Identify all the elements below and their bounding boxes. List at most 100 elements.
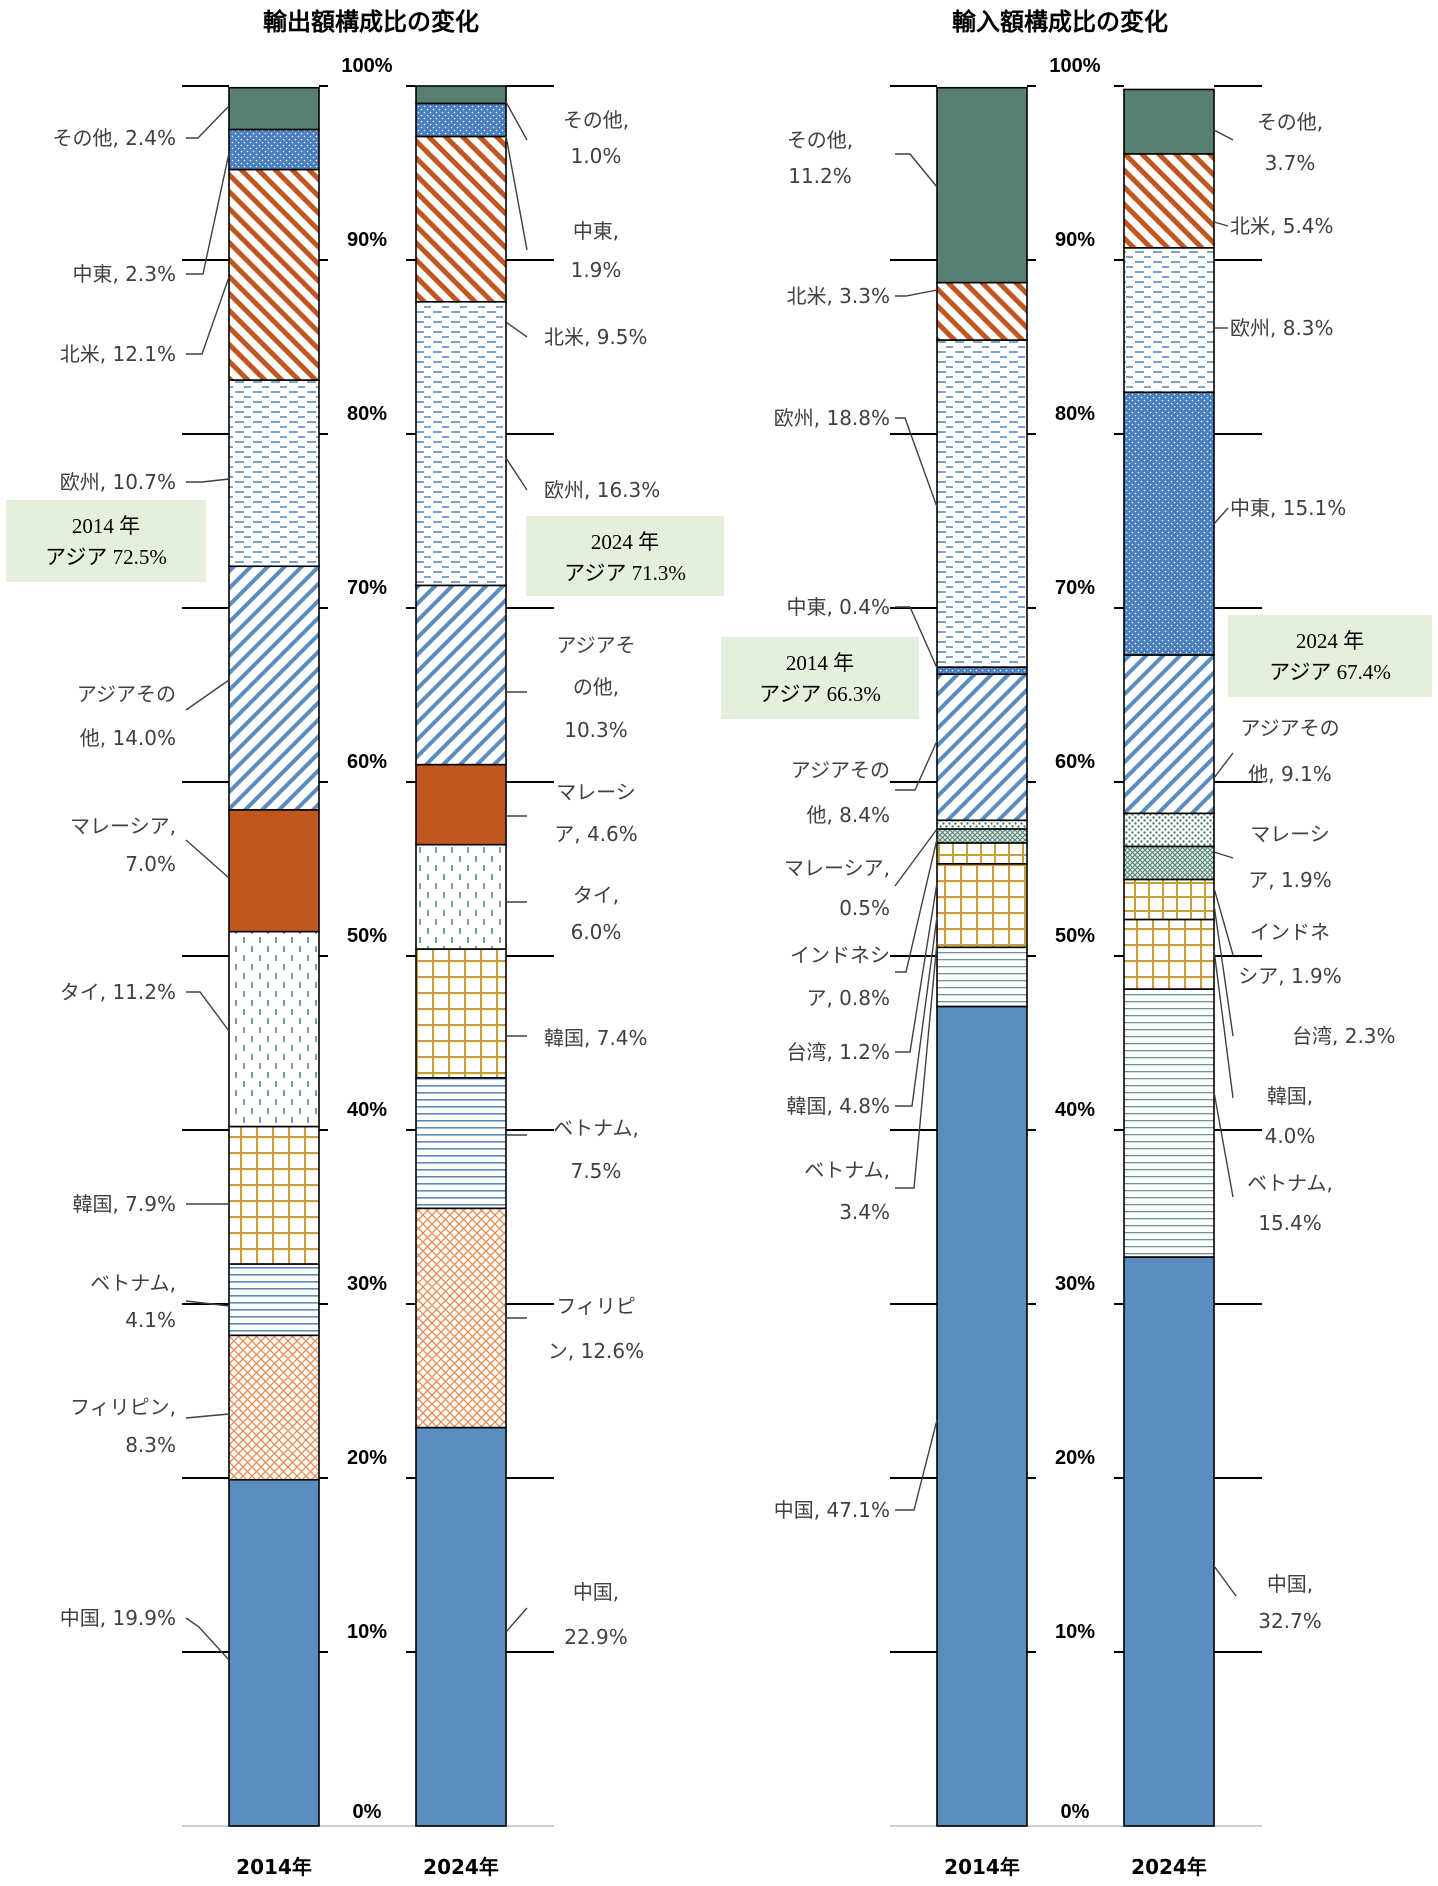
leader-line	[505, 101, 528, 141]
data-label: 他, 14.0%	[80, 726, 176, 750]
asia-total-box	[6, 500, 206, 582]
leader-line	[185, 1300, 230, 1307]
data-label: 1.9%	[571, 258, 622, 282]
data-label: 中国, 19.9%	[60, 1606, 176, 1630]
bar-segment-korea	[415, 948, 507, 1079]
bar-segment-other	[228, 86, 320, 131]
leader-line	[1213, 1565, 1237, 1597]
leader-line	[185, 1413, 230, 1419]
data-label: 10.3%	[564, 718, 628, 742]
asia-total-text: 2024 年	[1296, 629, 1364, 653]
leader-line	[185, 679, 230, 711]
asia-total-text: 2024 年	[591, 530, 659, 554]
y-tick-label: 30%	[1055, 1273, 1095, 1295]
leader-line	[186, 478, 230, 483]
data-label: 15.4%	[1258, 1211, 1322, 1235]
leader-line	[186, 276, 230, 355]
data-label: ベトナム,	[90, 1271, 176, 1295]
leader-line	[895, 289, 938, 297]
bar-segment-me	[415, 102, 507, 138]
data-label: 中東, 0.4%	[786, 595, 890, 619]
data-label: 欧州, 8.3%	[1230, 316, 1334, 340]
bar-segment-vietnam	[936, 946, 1028, 1008]
chart-title: 輸入額構成比の変化	[952, 8, 1168, 36]
data-label: 韓国, 7.9%	[72, 1192, 176, 1216]
data-label: 11.2%	[788, 164, 852, 188]
bar-segment-europe	[936, 339, 1028, 668]
asia-total-text: アジア 66.3%	[759, 682, 881, 706]
data-label: その他,	[563, 108, 629, 132]
data-label: アジアその	[791, 758, 890, 782]
data-label: ベトナム,	[804, 1158, 890, 1182]
bar-segment-other	[415, 85, 507, 105]
y-tick-label: 80%	[347, 403, 387, 425]
leader-line	[185, 839, 230, 879]
x-tick-label: 2014年	[236, 1855, 312, 1879]
asia-total-box	[526, 516, 724, 596]
asia-total-text: 2014 年	[786, 651, 854, 675]
y-tick-label: 80%	[1055, 403, 1095, 425]
leader-line	[894, 828, 938, 887]
bar-segment-me	[228, 128, 320, 171]
data-label: 北米, 9.5%	[544, 325, 648, 349]
data-label: ベトナム,	[1247, 1171, 1333, 1195]
leader-line	[1213, 887, 1234, 956]
data-label: 北米, 3.3%	[786, 284, 890, 308]
y-tick-label: 90%	[347, 229, 387, 251]
data-label: 韓国, 7.4%	[544, 1026, 648, 1050]
data-label: フィリピ	[556, 1294, 636, 1318]
data-label: の他,	[573, 675, 619, 699]
data-label: 欧州, 18.8%	[774, 406, 890, 430]
data-label: 中国,	[1267, 1572, 1313, 1596]
bar-segment-europe	[415, 300, 507, 587]
data-label: 7.0%	[125, 852, 176, 876]
bar-segment-thai	[415, 843, 507, 950]
bar-segment-asia_other	[415, 584, 507, 766]
bar-segment-china	[1123, 1256, 1215, 1827]
data-label: 台湾, 2.3%	[1292, 1024, 1396, 1048]
data-label: フィリピン,	[70, 1395, 176, 1419]
y-tick-label: 70%	[347, 577, 387, 599]
data-label: 欧州, 16.3%	[544, 478, 660, 502]
data-label: 3.4%	[839, 1200, 890, 1224]
bar-segment-taiwan	[936, 842, 1028, 865]
data-label: インドネ	[1250, 920, 1330, 944]
data-label: タイ, 11.2%	[60, 980, 176, 1004]
bar-segment-indonesia	[936, 828, 1028, 844]
asia-total-box	[1228, 615, 1432, 697]
bar-segment-china	[415, 1426, 507, 1827]
bar-segment-na	[228, 168, 320, 381]
data-label: 3.7%	[1265, 151, 1316, 175]
data-label: マレーシア,	[784, 856, 890, 880]
asia-total-text: アジア 71.3%	[564, 561, 686, 585]
leader-line	[895, 606, 938, 669]
data-label: 中東, 2.3%	[72, 262, 176, 286]
y-tick-label: 70%	[1055, 577, 1095, 599]
bar-segment-taiwan	[1123, 878, 1215, 921]
leader-line	[895, 882, 938, 1053]
x-tick-label: 2014年	[944, 1855, 1020, 1879]
bar-segment-china	[228, 1478, 320, 1827]
leader-line	[1213, 507, 1229, 525]
data-label: 4.1%	[125, 1308, 176, 1332]
y-tick-label: 40%	[1055, 1099, 1095, 1121]
asia-total-text: 2014 年	[72, 514, 140, 538]
leader-line	[186, 152, 230, 275]
data-label: 台湾, 1.2%	[786, 1040, 890, 1064]
data-label: 他, 8.4%	[806, 803, 890, 827]
data-label: ン, 12.6%	[548, 1339, 644, 1363]
bar-segment-na	[415, 135, 507, 303]
leader-line	[505, 457, 528, 491]
data-label: 32.7%	[1258, 1609, 1322, 1633]
data-label: ア, 0.8%	[806, 986, 890, 1010]
leader-line	[505, 135, 528, 251]
data-label: ベトナム,	[553, 1116, 639, 1140]
data-label: ア, 4.6%	[554, 822, 638, 846]
data-label: マレーシア,	[70, 814, 176, 838]
data-label: 韓国, 4.8%	[786, 1094, 890, 1118]
bar-segment-vietnam	[415, 1077, 507, 1210]
chart-title: 輸出額構成比の変化	[263, 8, 479, 36]
data-label: インドネシ	[790, 943, 890, 967]
data-label: 22.9%	[564, 1625, 628, 1649]
leader-line	[895, 153, 938, 188]
